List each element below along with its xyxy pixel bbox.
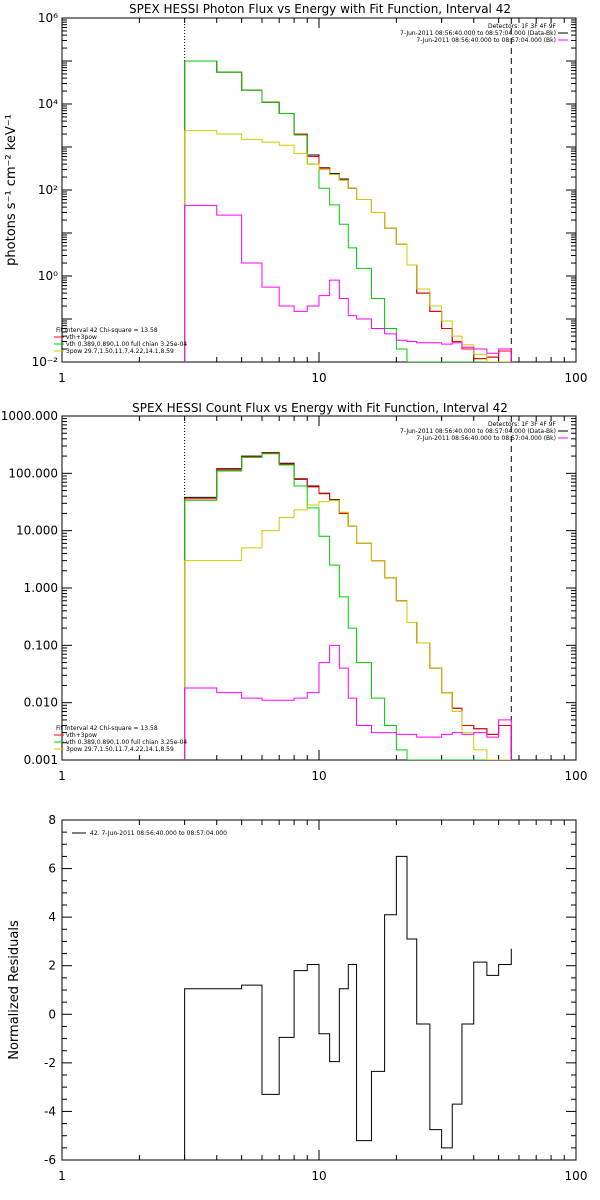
y-tick-label: 0 [48,1007,56,1021]
y-tick-label: 10⁰ [38,269,58,283]
series-line [184,60,512,362]
x-tick-label: 1 [58,1169,66,1183]
y-axis-label: photons s⁻¹ cm⁻² keV⁻¹ [4,114,19,266]
y-tick-label: 10² [38,183,58,197]
series-line [184,499,512,760]
detector-label: Detectors: 1F 3F 4F 9F [488,23,557,30]
y-tick-label: 6 [48,862,56,876]
y-tick-label: 0.001 [24,753,58,767]
x-tick-label: 1 [58,371,66,385]
fit-label: Fit Interval 42 Chi-square = 13.58 [56,725,158,732]
series-line [184,204,512,362]
x-tick-label: 100 [565,769,588,783]
y-tick-label: 10⁻² [32,355,59,369]
x-tick-label: 100 [565,371,588,385]
x-tick-label: 10 [311,371,326,385]
fit-label: Fit Interval 42 Chi-square = 13.58 [56,327,158,334]
series-group [184,18,512,362]
x-tick-label: 10 [311,769,326,783]
y-tick-label: 2 [48,959,56,973]
detector-label: 7-Jun-2011 08:56:40.000 to 08:57:04.000 … [416,435,556,442]
y-tick-label: -6 [44,1153,56,1167]
y-tick-label: 100.000 [8,466,58,480]
y-tick-label: 8 [48,813,56,827]
series-line [184,453,512,760]
plot-area: 1 10 100 -6 -4 -2 0 2 4 6 8 42. 7-Jun-2011 08:56:40… [44,813,587,1183]
x-tick-label: 100 [565,1169,588,1183]
y-axis-label: Normalized Residuals [7,920,22,1060]
count-flux-panel: SPEX HESSI Count Flux vs Energy with Fit… [1,401,588,783]
plot-area: 1 10 100 10⁻² 10⁰ 10² 10⁴ 10⁶ Detectors: 1F 3F 4… [32,11,588,385]
y-tick-label: 10⁶ [38,11,58,25]
fit-label: 3pow 29.7,1.50,11.7,4.22,14.1,8.59 [66,746,174,753]
detector-label: Detectors: 1F 3F 4F 9F [488,421,557,428]
y-tick-label: -2 [44,1056,56,1070]
fit-label: 3pow 29.7,1.50,11.7,4.22,14.1,8.59 [66,348,174,355]
detector-label: 7-Jun-2011 08:56:40.000 to 08:57:04.000 … [400,30,556,37]
legend-label: 42. 7-Jun-2011 08:56:40.000 to 08:57:04.… [90,830,227,837]
chart-title: SPEX HESSI Photon Flux vs Energy with Fi… [129,2,511,16]
detector-label: 7-Jun-2011 08:56:40.000 to 08:57:04.000 … [416,37,556,44]
y-tick-label: 0.010 [24,696,58,710]
fit-label: vth+3pow [66,334,97,341]
y-tick-label: 1000.000 [1,409,58,423]
fit-label: vth 0.389,0.890,1.00 full chian 3.25e-04 [66,341,187,348]
plot-frame [61,415,577,761]
y-tick-label: -4 [44,1104,56,1118]
y-tick-label: 10⁴ [38,97,58,111]
fit-label: vth+3pow [66,732,97,739]
detector-label: 7-Jun-2011 08:56:40.000 to 08:57:04.000 … [400,428,556,435]
series-line [184,644,512,760]
photon-flux-panel: SPEX HESSI Photon Flux vs Energy with Fi… [4,2,587,385]
y-tick-label: 4 [48,910,56,924]
fit-label: vth 0.389,0.890,1.00 full chian 3.25e-04 [66,739,187,746]
plot-area: 1 10 100 0.001 0.010 0.100 1.000 10.000 100.000 1… [1,409,588,783]
series-group [184,855,512,1160]
plot-frame [61,17,577,363]
series-group [184,416,512,760]
y-tick-label: 1.000 [24,581,58,595]
y-tick-label: 0.100 [24,638,58,652]
series-line [184,60,512,362]
y-tick-label: 10.000 [16,524,58,538]
series-line [184,60,512,362]
x-tick-label: 1 [58,769,66,783]
x-tick-label: 10 [311,1169,326,1183]
chart-title: SPEX HESSI Count Flux vs Energy with Fit… [132,401,508,415]
residuals-panel: Normalized Residuals 1 10 100 -6 -4 -2 0 2 4 6 8 42… [7,813,587,1183]
series-line [184,855,512,1160]
